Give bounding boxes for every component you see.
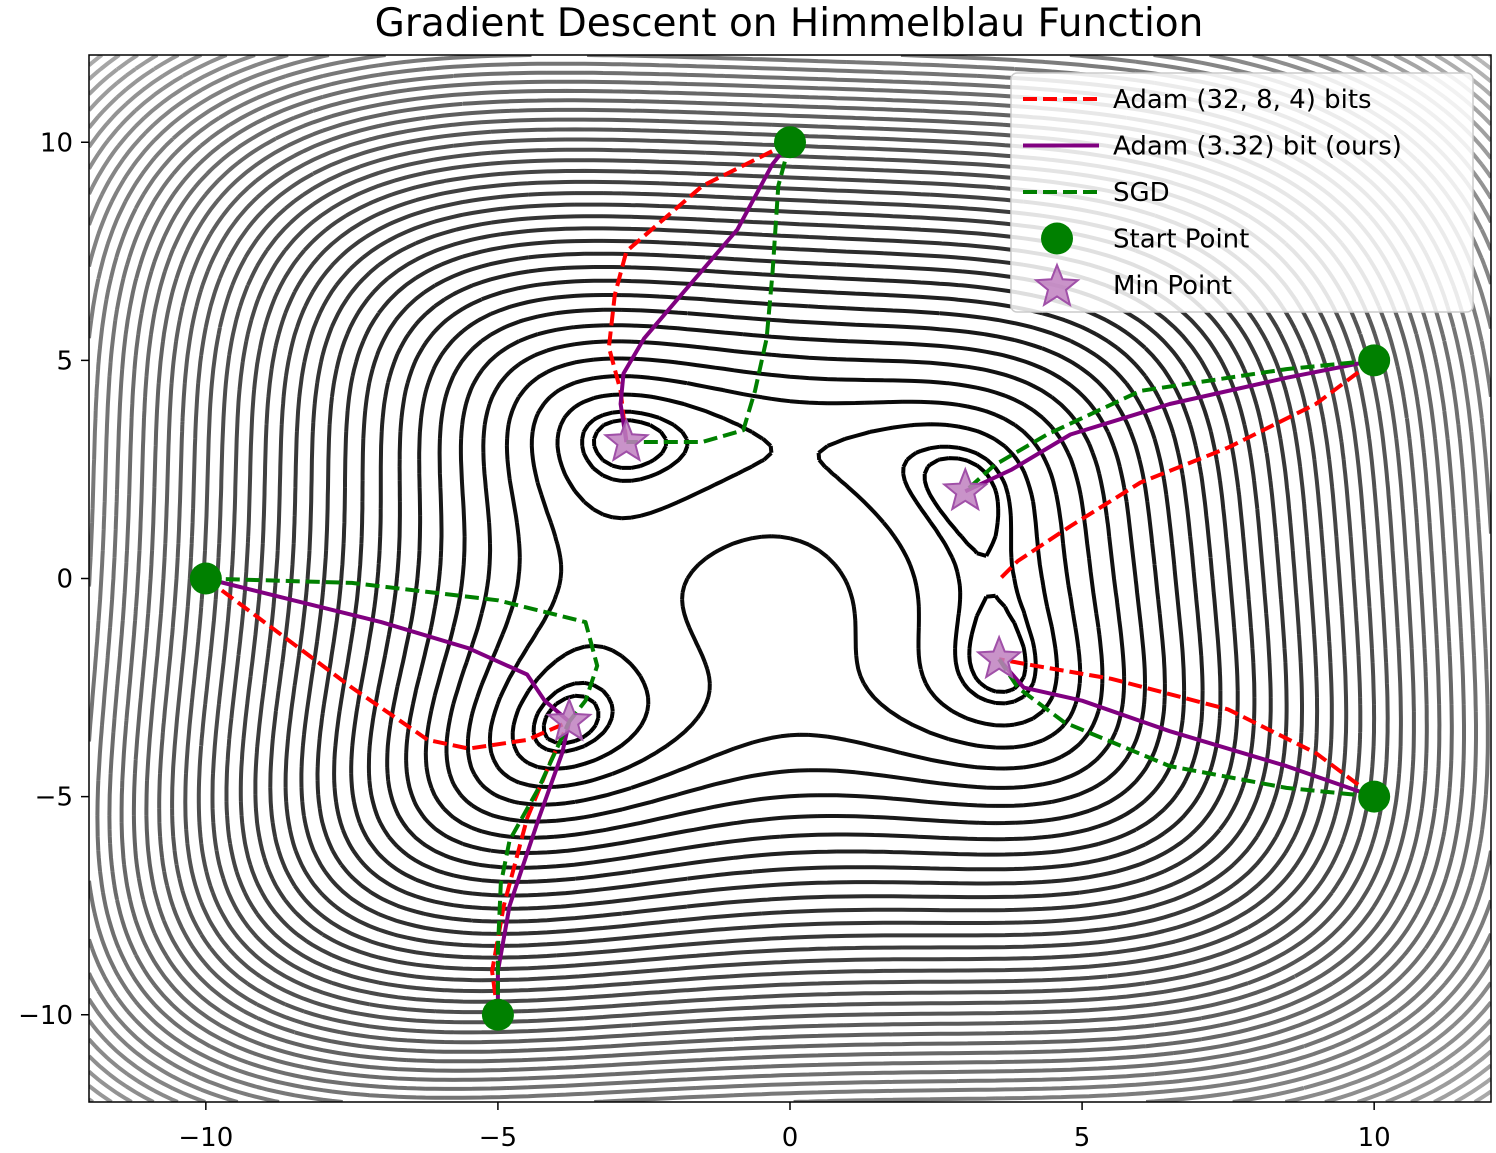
contour-level [253, 191, 1320, 972]
contour-level [1471, 55, 1491, 71]
x-tick-label: 5 [1074, 1123, 1091, 1153]
series-line [963, 358, 1375, 493]
legend-label: Adam (3.32) bit (ours) [1113, 132, 1402, 162]
contour-level [107, 79, 1466, 1082]
start-point-marker [1358, 780, 1391, 813]
legend-start-marker [1041, 222, 1073, 255]
y-axis: −10 −5 0 5 10 [18, 128, 89, 1031]
contour-level [157, 117, 1416, 1045]
start-point-marker [1358, 344, 1391, 377]
x-tick-label: 0 [782, 1123, 799, 1153]
legend-label: Min Point [1113, 271, 1232, 301]
legend-label: Start Point [1113, 225, 1249, 255]
series-line [998, 358, 1376, 580]
contour-level [95, 70, 1478, 1091]
legend-box [1010, 72, 1474, 313]
min-point-marker [975, 634, 1023, 680]
series-line [964, 358, 1375, 494]
contour-level [170, 127, 1403, 1035]
contour-level [315, 238, 1257, 924]
series-line [205, 576, 571, 724]
series-line [495, 721, 572, 1015]
x-tick-label: 10 [1358, 1123, 1391, 1153]
y-tick-label: 10 [40, 128, 73, 158]
contour-level [423, 323, 1147, 840]
contour-level [531, 409, 1038, 754]
start-point-marker [774, 126, 806, 159]
min-point-marker [602, 417, 651, 463]
markers-layer [189, 126, 1391, 1031]
series-layer [204, 140, 1376, 1016]
y-tick-label: −10 [18, 1001, 73, 1031]
series-line [997, 657, 1375, 799]
x-axis: −10 −5 0 5 10 [178, 1102, 1391, 1153]
legend: Adam (32, 8, 4) bits Adam (3.32) bit (our… [1010, 72, 1474, 313]
min-point-marker [941, 466, 989, 512]
series-line [205, 576, 600, 723]
min-point-marker [545, 696, 593, 742]
contour-level [1453, 55, 1491, 84]
chart-title: Gradient Descent on Himmelblau Function [375, 1, 1204, 46]
x-tick-label: −5 [479, 1123, 517, 1153]
legend-label: SGD [1113, 178, 1170, 208]
contour-level [541, 418, 1028, 746]
series-line [204, 576, 570, 751]
contour-level [196, 147, 1377, 1015]
contour-level [210, 158, 1363, 1004]
series-line [495, 720, 572, 1015]
series-line [997, 658, 1375, 799]
contour-level [404, 307, 1167, 855]
start-point-marker [189, 562, 222, 595]
legend-label: Adam (32, 8, 4) bits [1113, 85, 1372, 115]
start-point-marker [481, 998, 514, 1031]
y-tick-label: −5 [35, 783, 73, 813]
y-tick-label: 0 [56, 565, 73, 595]
legend-min-marker [1033, 262, 1081, 308]
contour-level [444, 339, 1127, 824]
y-tick-label: 5 [56, 346, 73, 376]
contour-level [465, 356, 1105, 807]
contour-level [385, 293, 1187, 870]
x-tick-label: −10 [178, 1123, 233, 1153]
series-line [626, 141, 792, 444]
series-line [998, 657, 1376, 799]
series-line [618, 141, 792, 443]
